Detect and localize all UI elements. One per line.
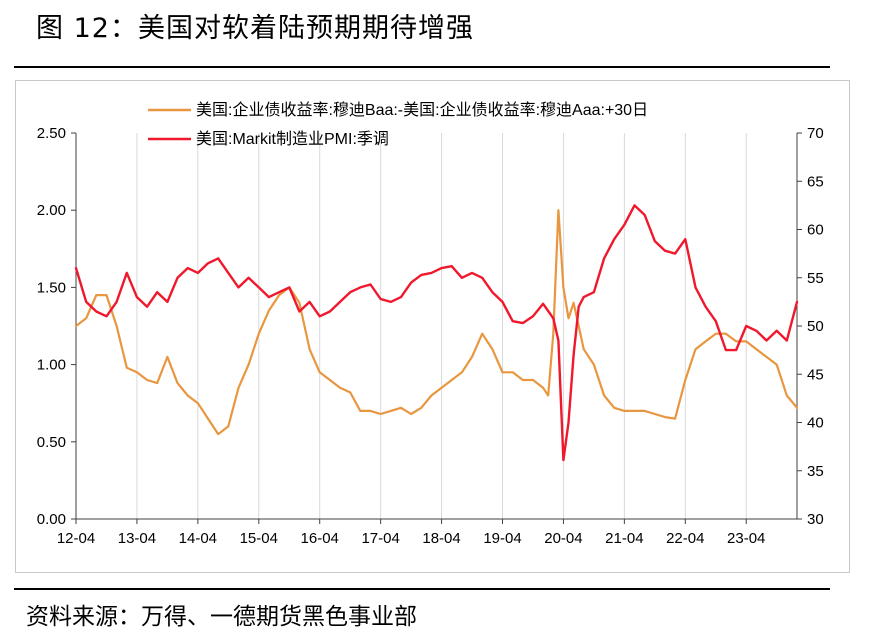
y-left-tick-label: 0.00 bbox=[37, 511, 66, 528]
x-tick-label: 13-04 bbox=[118, 530, 156, 547]
y-right-tick-label: 65 bbox=[807, 173, 824, 190]
x-tick-label: 21-04 bbox=[605, 530, 643, 547]
series-layer bbox=[74, 204, 799, 462]
series-markit-pmi-line bbox=[74, 204, 799, 462]
y-right-tick-label: 70 bbox=[807, 125, 824, 142]
legend-item-spread-label: 美国:企业债收益率:穆迪Baa:-美国:企业债收益率:穆迪Aaa:+30日 bbox=[196, 101, 648, 119]
chart: 12-04 13-04 14-04 15-04 16-04 17-04 18-04 19-04… bbox=[37, 101, 824, 547]
x-tick-label: 23-04 bbox=[727, 530, 765, 547]
x-tick-label: 19-04 bbox=[483, 530, 521, 547]
y-right-tick-label: 50 bbox=[807, 318, 824, 335]
y-left-tick-label: 1.00 bbox=[37, 357, 66, 374]
x-tick-label: 18-04 bbox=[422, 530, 460, 547]
source-note: 资料来源：万得、一德期货黑色事业部 bbox=[26, 604, 417, 630]
x-tick-label: 17-04 bbox=[361, 530, 399, 547]
y-left-tick-label: 1.50 bbox=[37, 279, 66, 296]
x-tick-label: 14-04 bbox=[179, 530, 217, 547]
y-right-tick-label: 40 bbox=[807, 415, 824, 432]
series-corporate-spread-line bbox=[74, 209, 799, 436]
x-tick-label: 20-04 bbox=[544, 530, 582, 547]
page-title: 图 12：美国对软着陆预期期待增强 bbox=[36, 13, 474, 44]
vertical-gridlines bbox=[136, 133, 747, 519]
y-right-tick-label: 60 bbox=[807, 222, 824, 239]
legend-item-pmi-label: 美国:Markit制造业PMI:季调 bbox=[196, 130, 389, 148]
chart-container: 12-04 13-04 14-04 15-04 16-04 17-04 18-04 19-04… bbox=[15, 80, 850, 573]
y-right-tick-label: 30 bbox=[807, 511, 824, 528]
title-divider bbox=[14, 66, 830, 68]
y-right-tick-label: 45 bbox=[807, 366, 824, 383]
x-tick-label: 12-04 bbox=[57, 530, 95, 547]
x-tick-label: 22-04 bbox=[666, 530, 704, 547]
x-tick-label: 16-04 bbox=[301, 530, 339, 547]
y-left-tick-label: 2.50 bbox=[37, 125, 66, 142]
y-right-tick-label: 35 bbox=[807, 463, 824, 480]
footer-divider bbox=[14, 588, 830, 590]
legend: 美国:企业债收益率:穆迪Baa:-美国:企业债收益率:穆迪Aaa:+30日美国:… bbox=[148, 101, 648, 148]
axes: 12-04 13-04 14-04 15-04 16-04 17-04 18-04 19-04… bbox=[37, 125, 824, 547]
x-tick-label: 15-04 bbox=[240, 530, 278, 547]
y-left-tick-label: 0.50 bbox=[37, 434, 66, 451]
y-left-tick-label: 2.00 bbox=[37, 202, 66, 219]
y-right-tick-label: 55 bbox=[807, 270, 824, 287]
